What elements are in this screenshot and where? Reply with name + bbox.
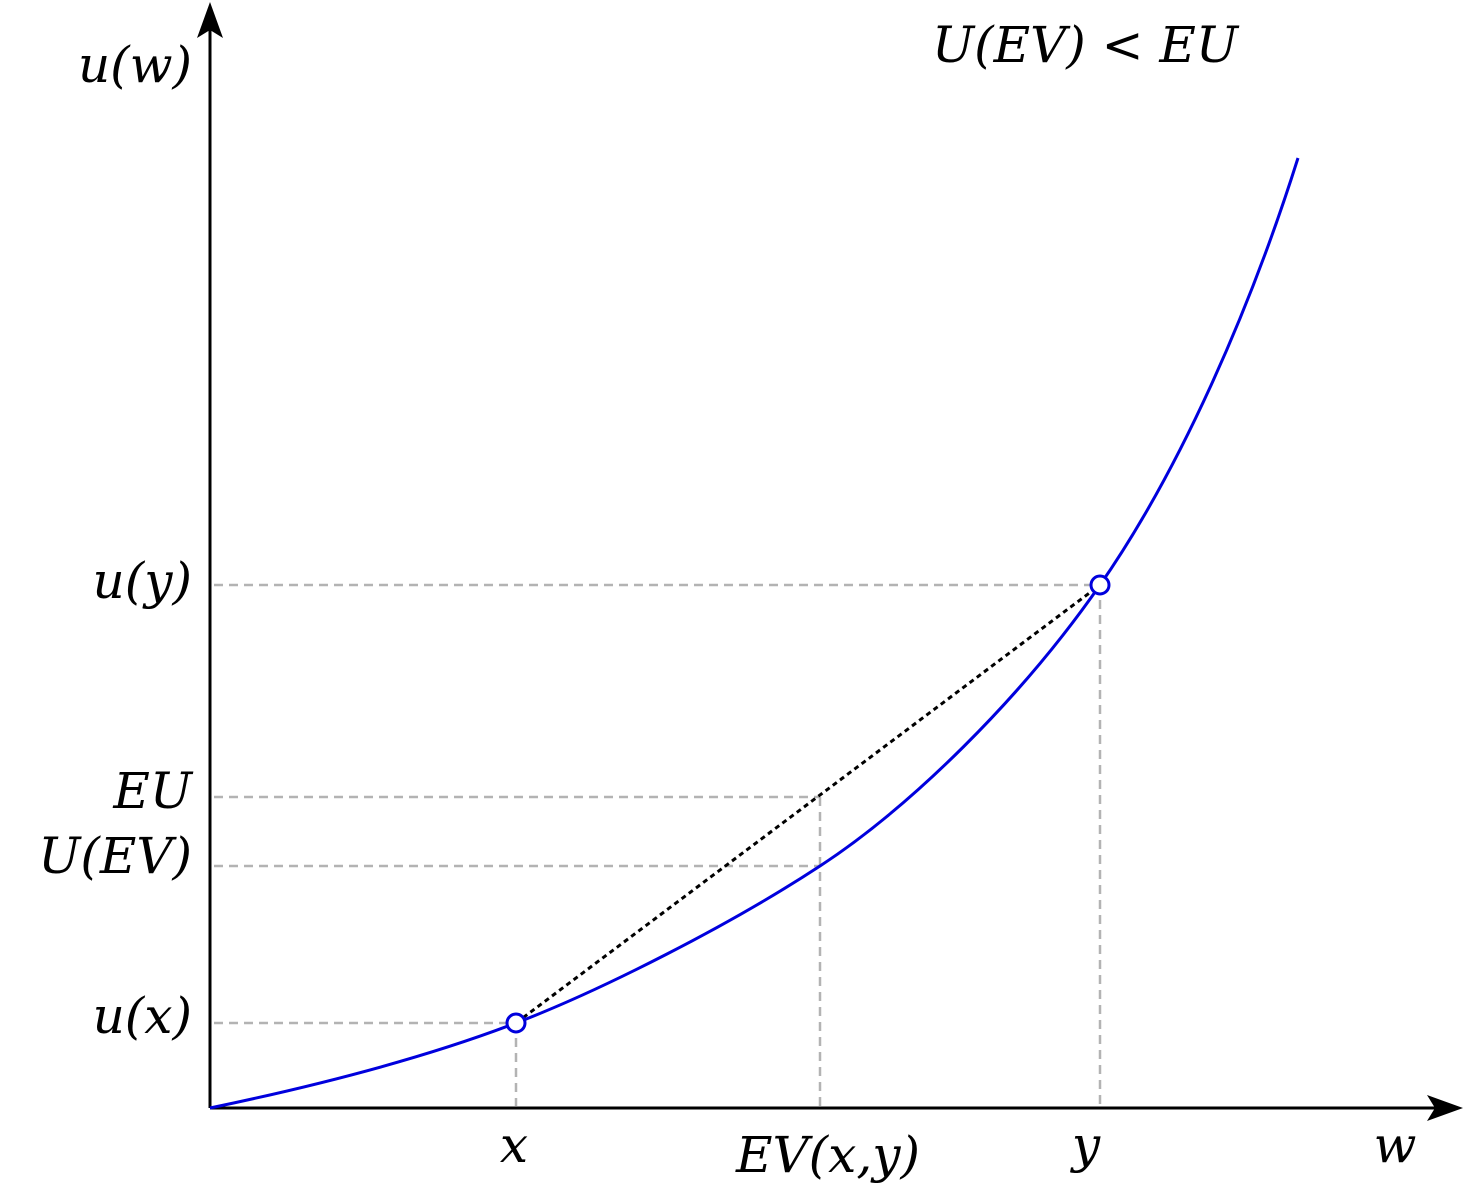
utility-curve — [209, 157, 1300, 1110]
x-label: y — [1070, 1116, 1101, 1174]
y-arrow — [197, 2, 223, 38]
x-axis-label: w — [1374, 1116, 1417, 1174]
point-y — [1089, 574, 1111, 596]
guides — [214, 583, 1102, 1106]
y-label: u(x) — [93, 987, 192, 1045]
title: U(EV) < EU — [932, 16, 1240, 74]
chord — [515, 583, 1101, 1025]
x-label: EV(x,y) — [735, 1126, 920, 1184]
y-axis-label: u(w) — [78, 36, 192, 94]
y-label: EU — [112, 762, 193, 820]
x-label: x — [500, 1116, 528, 1174]
x-arrow — [1427, 1095, 1463, 1121]
y-label: u(y) — [93, 552, 192, 610]
y-label: U(EV) — [38, 827, 192, 885]
point-x — [505, 1012, 527, 1034]
